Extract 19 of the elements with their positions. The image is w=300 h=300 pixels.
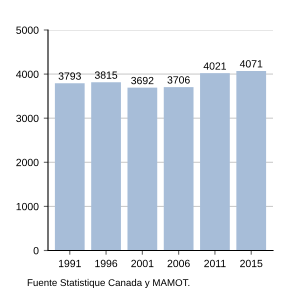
data-label: 3815	[94, 71, 118, 79]
y-tick-label: 3000	[16, 114, 39, 122]
data-label: 3692	[131, 76, 154, 84]
y-tick-label: 2000	[16, 158, 39, 166]
y-tick-label: 5000	[16, 26, 39, 34]
x-tick-label: 1996	[95, 260, 118, 268]
data-label: 4021	[204, 62, 226, 70]
x-tick-label: 2011	[204, 260, 226, 268]
x-tick-label: 2001	[131, 260, 154, 268]
y-tick-label: 4000	[16, 70, 39, 78]
data-label: 4071	[240, 60, 262, 68]
x-tick-label: 2006	[168, 260, 190, 268]
data-label: 3706	[167, 76, 190, 84]
data-label: 3793	[58, 72, 81, 80]
x-tick-label: 1991	[58, 260, 81, 268]
y-tick-label: 0	[34, 247, 39, 254]
y-tick-label: 1000	[16, 202, 39, 210]
source-note: Fuente Statistique Canada y MAMOT.	[28, 278, 190, 288]
x-tick-label: 2015	[240, 260, 262, 268]
